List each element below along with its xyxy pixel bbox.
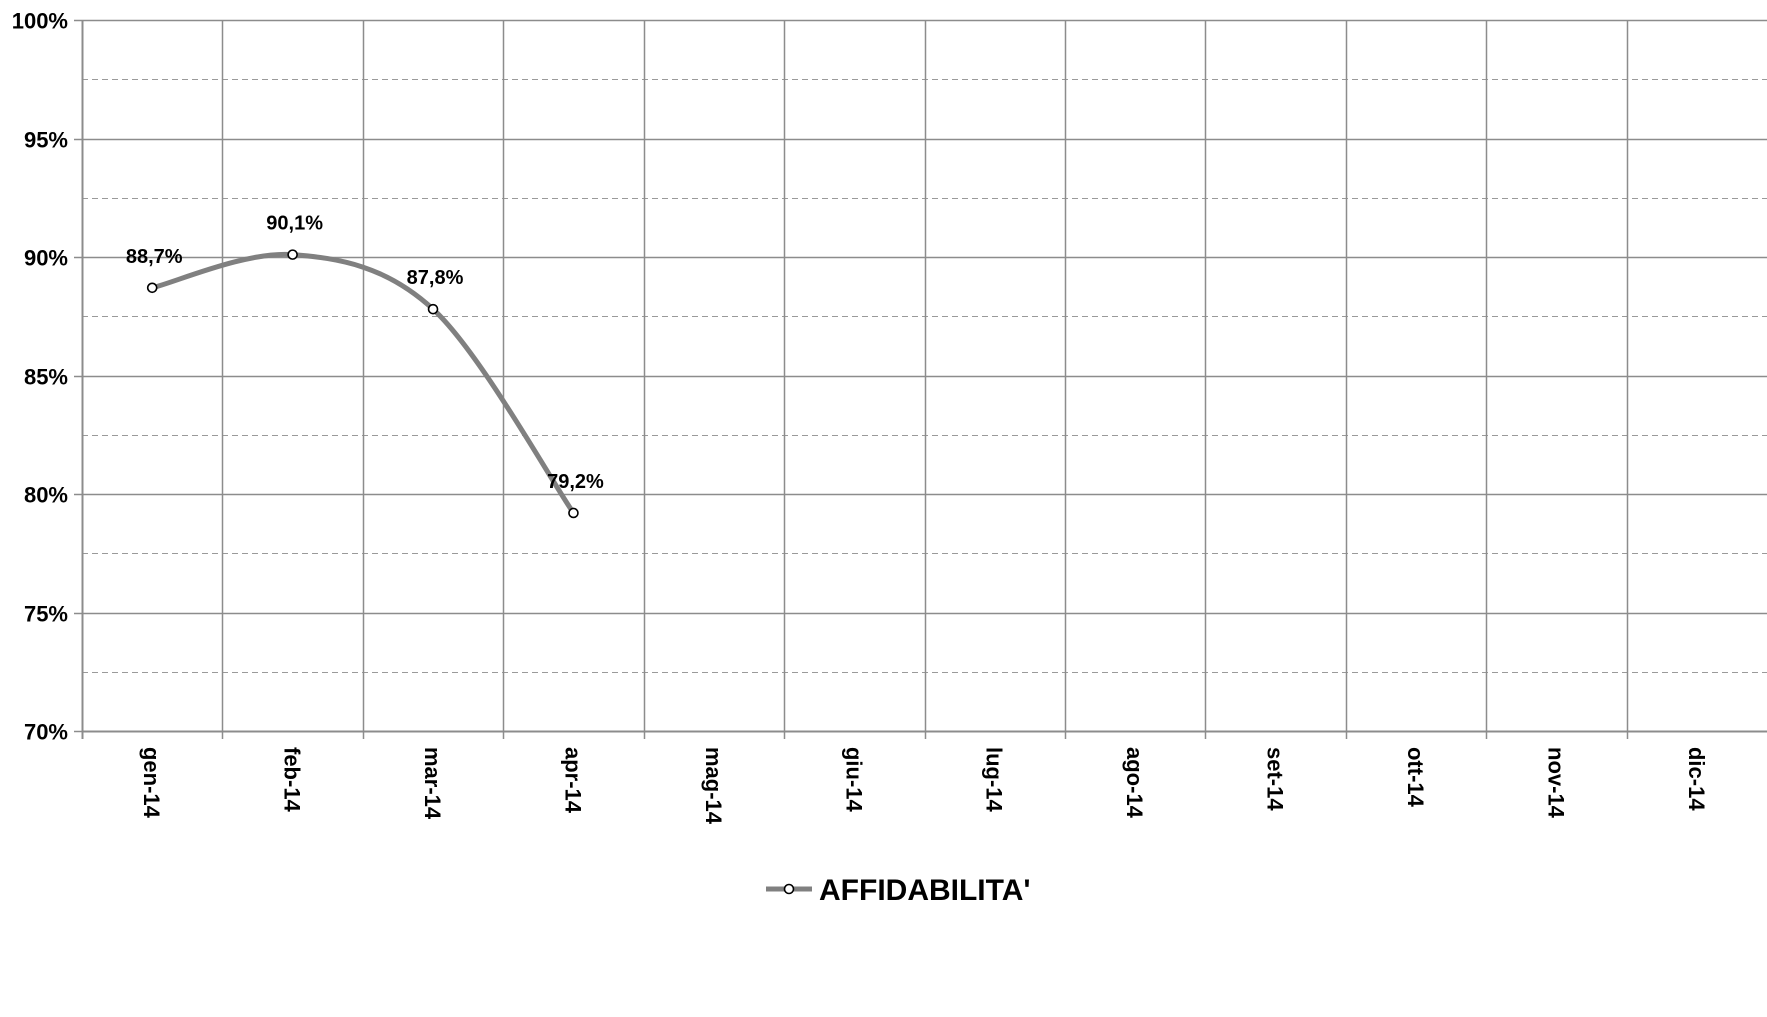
y-tick-label: 85% — [24, 365, 68, 390]
data-label: 87,8% — [407, 267, 464, 289]
y-axis-tick-labels: 70% 75% 80% 85% 90% 95% 100% — [12, 9, 68, 745]
x-tick-label: nov-14 — [1543, 747, 1568, 819]
y-tick-label: 80% — [24, 483, 68, 508]
data-point-marker — [427, 303, 439, 315]
data-label: 90,1% — [266, 213, 323, 235]
y-tick-label: 100% — [12, 9, 68, 34]
data-point-marker — [568, 507, 579, 519]
x-tick-label: gen-14 — [139, 747, 164, 819]
axes — [81, 20, 1767, 739]
data-label: 79,2% — [547, 471, 604, 493]
legend-label: AFFIDABILITA' — [819, 874, 1031, 907]
data-label: 88,7% — [126, 246, 183, 268]
vertical-gridlines — [221, 20, 1629, 739]
series-affidabilita: 88,7% 90,1% 87,8% 79,2% — [126, 213, 604, 519]
x-tick-label: ott-14 — [1403, 747, 1428, 808]
y-tick-label: 95% — [24, 128, 68, 153]
y-tick-label: 75% — [24, 602, 68, 627]
major-gridlines — [74, 19, 1767, 733]
x-tick-label: feb-14 — [280, 747, 305, 813]
x-axis-tick-labels: gen-14 feb-14 mar-14 apr-14 mag-14 giu-14 lug-… — [139, 747, 1709, 825]
x-tick-label: dic-14 — [1684, 747, 1709, 811]
y-tick-label: 70% — [24, 720, 68, 745]
x-tick-label: apr-14 — [560, 747, 585, 814]
series-line — [149, 251, 576, 516]
data-point-marker — [146, 282, 158, 294]
data-point-marker — [287, 249, 298, 260]
x-tick-label: mag-14 — [701, 747, 726, 825]
x-tick-label: lug-14 — [982, 747, 1007, 813]
x-tick-label: mar-14 — [420, 747, 445, 820]
legend-marker-swatch — [783, 883, 795, 895]
x-tick-label: ago-14 — [1122, 747, 1147, 819]
x-tick-label: giu-14 — [841, 747, 866, 813]
y-tick-label: 90% — [24, 246, 68, 271]
legend: AFFIDABILITA' — [766, 874, 1031, 907]
x-tick-label: set-14 — [1263, 747, 1288, 811]
